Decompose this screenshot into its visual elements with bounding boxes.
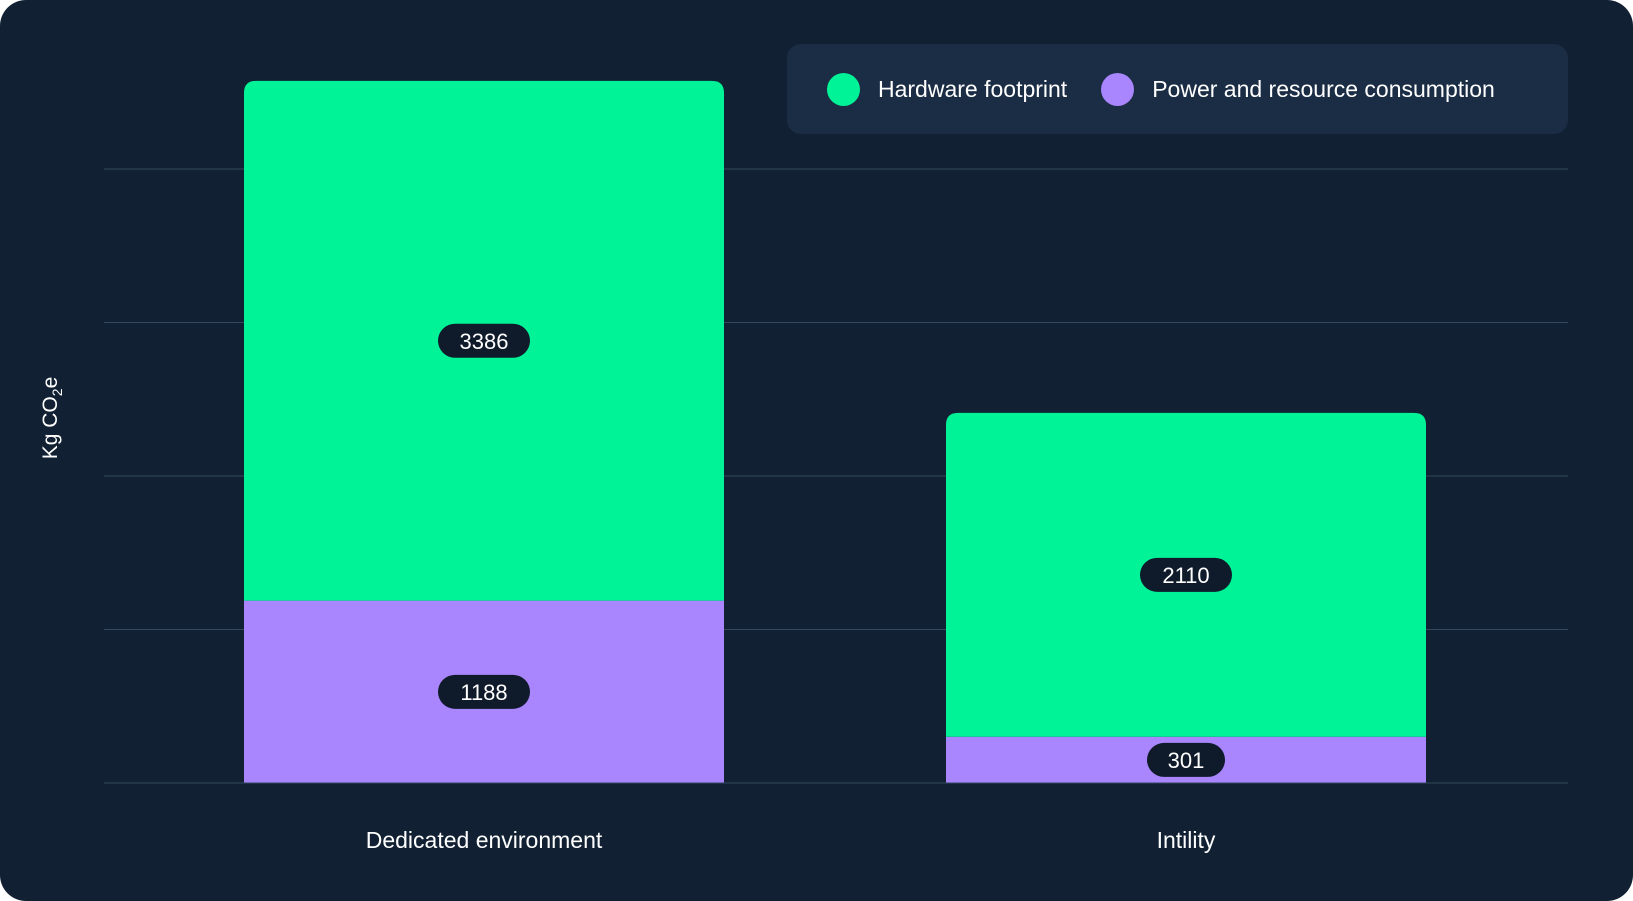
data-label-text: 1188 [460, 680, 507, 705]
legend: Hardware footprint Power and resource co… [787, 44, 1568, 134]
data-label-pill [1140, 557, 1232, 592]
data-label-intility-power-and-resource-consumption: 301 [1147, 742, 1225, 777]
legend-swatch-hardware-footprint [827, 72, 860, 106]
x-tick-label-dedicated-environment: Dedicated environment [365, 827, 603, 853]
legend-swatch-power-consumption [1101, 72, 1135, 106]
legend-label-hardware-footprint: Hardware footprint [878, 75, 1068, 102]
x-tick-label-intility: Intility [1156, 827, 1216, 853]
data-label-pill [438, 674, 530, 709]
data-label-pill [1147, 742, 1225, 777]
data-label-text: 301 [1168, 748, 1205, 773]
legend-item-hardware-footprint: Hardware footprint [827, 72, 1068, 106]
data-label-dedicated-environment-power-and-resource-consumption: 1188 [438, 674, 530, 709]
legend-label-power-consumption: Power and resource consumption [1152, 75, 1495, 102]
data-label-text: 2110 [1162, 563, 1209, 588]
legend-item-power-consumption: Power and resource consumption [1101, 72, 1495, 106]
data-label-dedicated-environment-hardware-footprint: 3386 [438, 323, 530, 358]
data-label-intility-hardware-footprint: 2110 [1140, 557, 1232, 592]
data-label-text: 3386 [460, 329, 509, 354]
data-label-pill [438, 323, 530, 358]
